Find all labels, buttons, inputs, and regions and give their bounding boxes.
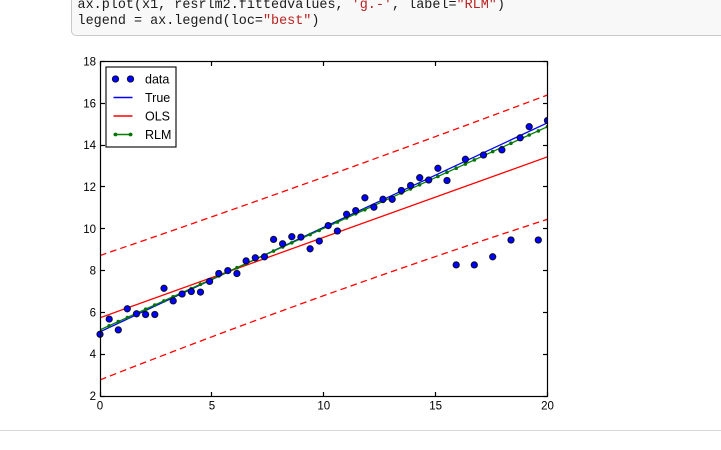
svg-text:2: 2 [90, 391, 96, 403]
svg-text:16: 16 [83, 98, 96, 110]
svg-text:8: 8 [90, 266, 96, 278]
svg-text:4: 4 [90, 349, 97, 361]
svg-text:14: 14 [83, 140, 96, 152]
svg-text:data: data [145, 72, 169, 86]
svg-text:10: 10 [317, 401, 330, 413]
svg-text:True: True [145, 91, 170, 105]
svg-text:12: 12 [83, 182, 96, 194]
svg-text:RLM: RLM [145, 128, 171, 142]
svg-text:10: 10 [83, 224, 96, 236]
svg-text:18: 18 [83, 57, 96, 69]
svg-text:OLS: OLS [145, 109, 170, 123]
svg-text:5: 5 [209, 401, 215, 413]
svg-text:15: 15 [429, 401, 442, 413]
svg-text:0: 0 [97, 401, 103, 413]
svg-text:6: 6 [90, 307, 96, 319]
svg-text:20: 20 [541, 401, 554, 413]
